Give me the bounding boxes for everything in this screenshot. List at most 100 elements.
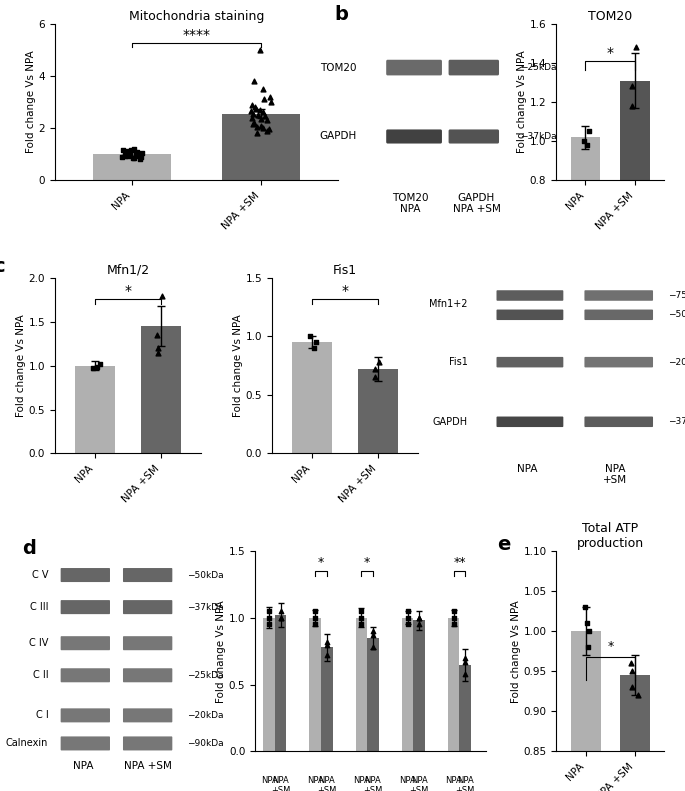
Point [152,346,163,359]
FancyBboxPatch shape [497,357,563,367]
Y-axis label: Fold change Vs NPA: Fold change Vs NPA [233,314,242,417]
Point [630,41,641,54]
Text: NPA
+SM: NPA +SM [271,775,290,791]
Point [131,148,142,161]
Point [402,605,413,618]
Text: NPA: NPA [73,762,94,771]
Point [369,371,380,384]
Text: NPA
+SM: NPA +SM [363,775,383,791]
Text: c: c [0,257,5,276]
Text: −37kDa: −37kDa [521,132,557,141]
FancyBboxPatch shape [123,568,173,582]
Point [249,75,260,88]
Text: b: b [334,5,348,24]
Point [581,617,592,630]
Point [262,124,273,137]
Point [580,601,590,614]
Bar [275,615,286,751]
Point [448,618,459,630]
FancyBboxPatch shape [123,668,173,683]
Text: *: * [607,640,614,653]
Point [264,611,275,624]
Point [309,342,320,354]
Point [120,149,131,161]
Point [129,152,140,165]
Text: C V: C V [32,570,49,580]
Text: Mfn1+2: Mfn1+2 [429,299,467,309]
Point [448,605,459,618]
Point [256,119,266,132]
Point [627,80,638,93]
Point [255,104,266,116]
Title: Fis1: Fis1 [333,263,357,277]
Point [134,150,145,163]
Point [125,143,136,156]
Point [260,110,271,123]
Point [367,625,378,638]
Bar [321,647,332,751]
Point [157,290,168,302]
Bar [402,618,413,751]
Text: C III: C III [30,602,49,612]
Y-axis label: Fold change Vs NPA: Fold change Vs NPA [516,51,527,153]
FancyBboxPatch shape [584,290,653,301]
Point [367,641,378,653]
Bar [460,664,471,751]
FancyBboxPatch shape [584,417,653,427]
Text: *: * [607,46,614,60]
Bar [367,638,379,751]
Point [123,145,134,157]
Point [246,105,257,118]
Text: GAPDH: GAPDH [432,417,467,427]
Bar [620,676,649,791]
Text: Calnexin: Calnexin [6,739,49,748]
Bar [620,81,649,337]
Text: C II: C II [33,670,49,680]
Title: TOM20: TOM20 [588,9,632,23]
Text: NPA: NPA [400,204,421,214]
Text: NPA: NPA [353,775,370,785]
Bar [75,365,115,453]
Title: Mfn1/2: Mfn1/2 [106,263,149,277]
FancyBboxPatch shape [386,130,442,143]
FancyBboxPatch shape [61,568,110,582]
Point [259,93,270,106]
Point [582,138,593,151]
Point [584,625,595,638]
Point [129,142,140,155]
FancyBboxPatch shape [497,290,563,301]
Bar [141,326,182,453]
Point [627,681,638,694]
Point [414,618,425,630]
Y-axis label: Fold change Vs NPA: Fold change Vs NPA [216,600,226,702]
Point [258,106,269,119]
FancyBboxPatch shape [123,600,173,614]
Point [120,149,131,162]
Point [152,342,163,354]
Point [402,611,413,624]
Bar [292,343,332,453]
Text: ****: **** [183,28,210,42]
Point [275,605,286,618]
Point [258,82,269,95]
FancyBboxPatch shape [386,60,442,75]
Text: −25kDa: −25kDa [521,63,557,72]
Point [356,605,367,618]
Point [120,146,131,159]
FancyBboxPatch shape [497,417,563,427]
Text: NPA
+SM: NPA +SM [410,775,429,791]
Point [254,44,265,56]
Point [579,134,590,147]
Point [248,116,259,129]
Bar [310,618,321,751]
Text: C I: C I [36,710,49,721]
Point [136,146,147,159]
Point [265,96,276,108]
Point [448,611,459,624]
Point [132,146,142,158]
Point [414,611,425,624]
Text: *: * [318,556,324,570]
Text: −37kDa: −37kDa [668,418,685,426]
Bar [571,138,600,337]
Bar [263,618,275,751]
